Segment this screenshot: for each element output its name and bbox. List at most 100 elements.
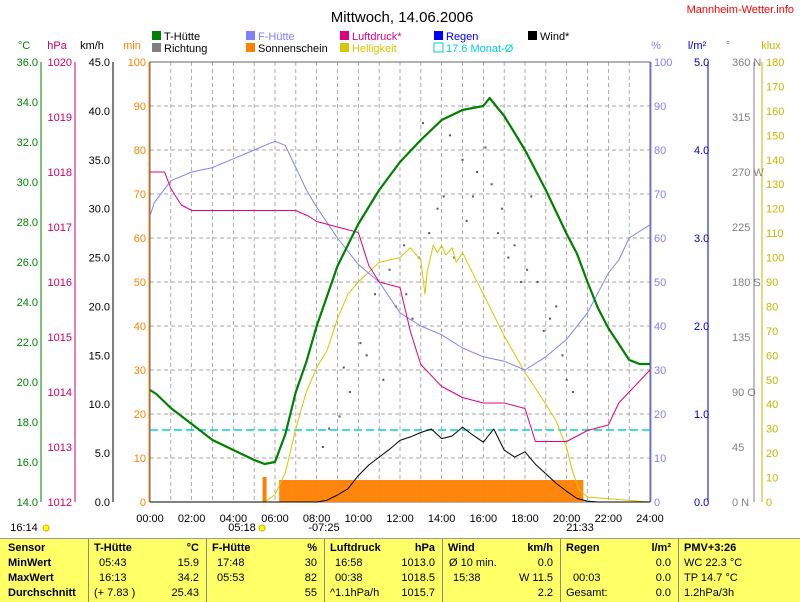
direction-tick-label: 180 S: [732, 277, 761, 289]
lux-tick-label: 100: [766, 253, 784, 265]
x-tick-label: 12:00: [386, 513, 414, 525]
pressure-tick-label: 1018: [48, 167, 72, 179]
sun-tick-label: 90: [134, 101, 146, 113]
direction-point: [530, 195, 533, 198]
stats-pmv-header: PMV+3:26: [684, 542, 737, 554]
direction-point: [519, 281, 522, 283]
legend-swatch: [528, 31, 537, 40]
lux-tick-label: 60: [766, 350, 778, 362]
temp-tick-label: 26.0: [17, 257, 38, 269]
direction-point: [496, 232, 499, 235]
humidity-tick-label: 50: [654, 277, 666, 289]
stats-sensor-column: Sensor MinWert MaxWert Durchschnitt: [0, 539, 88, 602]
f-min-time: 17:48: [217, 557, 245, 569]
stats-f-huette-column: F-Hütte% 17:48 30 05:53 82 55: [206, 539, 325, 602]
pressure-tick-label: 1013: [48, 442, 72, 454]
current-time-label: 16:14: [10, 522, 38, 534]
direction-point: [501, 207, 504, 210]
sun-tick-label: 40: [134, 321, 146, 333]
legend-label: Wind*: [540, 31, 570, 43]
t-min-value: 15.9: [177, 557, 199, 569]
sunrise-icon: [258, 524, 266, 532]
sun-tick-label: 20: [134, 409, 146, 421]
statistics-panel: Sensor MinWert MaxWert Durchschnitt T-Hü…: [0, 538, 800, 602]
temp-tick-label: 16.0: [17, 457, 38, 469]
pmv-pressure-trend: 1.2hPa/3h: [684, 587, 735, 599]
pressure-tick-label: 1020: [48, 57, 72, 69]
p-min-value: 1013.0: [401, 557, 435, 569]
lux-tick-label: 40: [766, 399, 778, 411]
temp-tick-label: 36.0: [17, 57, 38, 69]
direction-point: [549, 317, 551, 320]
legend-swatch: [434, 31, 443, 40]
pressure-tick-label: 1014: [48, 387, 72, 399]
wind-tick-label: 15.0: [89, 350, 110, 362]
direction-point: [542, 329, 545, 332]
temp-tick-label: 28.0: [17, 217, 38, 229]
grid: [149, 61, 651, 503]
lux-tick-label: 20: [766, 448, 778, 460]
stats-t-huette-header: T-Hütte: [94, 542, 132, 554]
t-max-time: 16:13: [99, 572, 127, 584]
direction-point: [428, 232, 431, 235]
sunset-label: 21:33: [566, 522, 594, 534]
wind-tick-label: 25.0: [89, 253, 110, 265]
direction-point: [536, 281, 539, 283]
direction-point: [476, 171, 479, 173]
f-max-time: 05:53: [217, 572, 245, 584]
p-max-value: 1018.5: [401, 572, 435, 584]
weather-chart: Mittwoch, 14.06.2006 Mannheim-Wetter.inf…: [10, 4, 794, 534]
site-link[interactable]: Mannheim-Wetter.info: [687, 4, 794, 16]
direction-tick-label: 270 W: [732, 167, 764, 179]
direction-point: [561, 354, 564, 357]
x-tick-label: 18:00: [511, 513, 539, 525]
direction-point: [465, 219, 468, 222]
direction-point: [484, 146, 487, 149]
pressure-axis-unit: hPa: [47, 40, 67, 52]
sunshine-bar: [262, 477, 267, 502]
x-tick-label: 08:00: [303, 513, 331, 525]
direction-point: [321, 446, 324, 448]
temp-tick-label: 24.0: [17, 297, 38, 309]
wind-line: [150, 426, 650, 503]
temp-tick-label: 14.0: [17, 497, 38, 509]
wind-tick-label: 45.0: [89, 57, 110, 69]
direction-point: [555, 305, 558, 308]
stats-wind-header: Wind: [448, 542, 475, 554]
temp-tick-label: 20.0: [17, 377, 38, 389]
pressure-tick-label: 1017: [48, 222, 72, 234]
sun-tick-label: 100: [128, 57, 146, 69]
stats-sensor-header: Sensor: [8, 542, 46, 554]
humidity-tick-label: 40: [654, 321, 666, 333]
t-max-value: 34.2: [177, 572, 199, 584]
direction-point: [359, 342, 362, 345]
pmv-dewpoint: TP 14.7 °C: [684, 572, 738, 584]
x-tick-label: 22:00: [595, 513, 623, 525]
chart-title: Mittwoch, 14.06.2006: [331, 9, 474, 26]
stats-regen-unit: l/m²: [651, 542, 671, 554]
sun-tick-label: 70: [134, 189, 146, 201]
humidity-tick-label: 0: [654, 497, 660, 509]
humidity-tick-label: 60: [654, 233, 666, 245]
t-avg-delta: (+ 7.83 ): [94, 587, 136, 599]
t-min-time: 05:43: [99, 557, 127, 569]
legend-label: Regen: [446, 31, 478, 43]
pressure-tick-label: 1012: [48, 497, 72, 509]
row-label-min: MinWert: [8, 557, 52, 569]
wind-min-value: 0.0: [537, 557, 553, 569]
lux-tick-label: 150: [766, 130, 784, 142]
wind-min-label: Ø 10 min.: [449, 557, 497, 569]
stats-regen-column: Regen l/m² 0.0 00:03 0.0 Gesamt: 0.0: [560, 539, 679, 602]
direction-point: [388, 268, 391, 271]
legend-label: T-Hütte: [164, 31, 200, 43]
stats-pmv-column: PMV+3:26 WC 22.3 °C TP 14.7 °C 1.2hPa/3h: [678, 539, 800, 602]
sun-tick-label: 50: [134, 277, 146, 289]
direction-point: [382, 378, 385, 381]
row-label-avg: Durchschnitt: [8, 587, 76, 599]
x-tick-label: 24:00: [636, 513, 664, 525]
direction-point: [405, 293, 408, 296]
direction-tick-label: 225: [732, 222, 750, 234]
sun-axis-unit: min: [123, 40, 141, 52]
legend-label: F-Hütte: [258, 31, 295, 43]
